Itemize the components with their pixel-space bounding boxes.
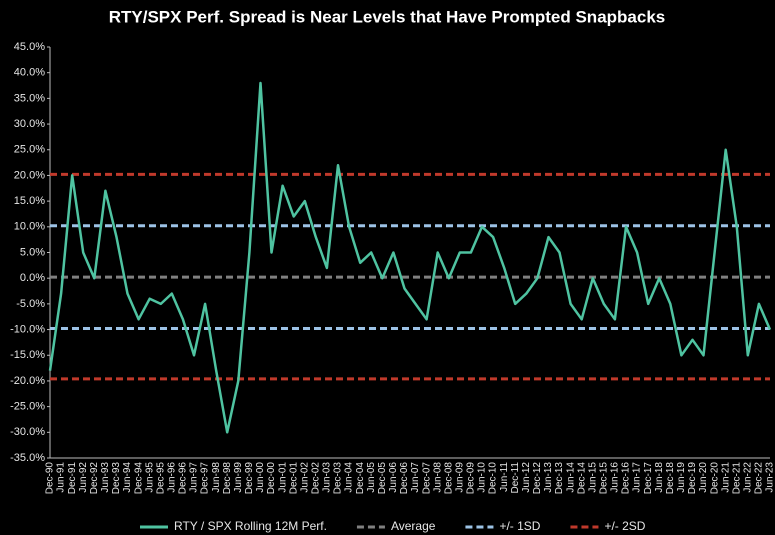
x-tick-label: Dec-12 [532,462,543,495]
x-tick-label: Jun-19 [676,462,687,493]
x-tick-label: Jun-08 [432,462,443,493]
x-tick-label: Dec-09 [466,462,477,495]
x-tick-label: Jun-21 [720,462,731,493]
x-tick-label: Dec-98 [222,462,233,495]
y-tick-label: 25.0% [14,144,45,156]
x-tick-label: Dec-02 [310,462,321,495]
x-tick-label: Dec-14 [576,462,587,495]
x-tick-label: Jun-92 [78,462,89,493]
x-tick-label: Dec-04 [355,462,366,495]
x-tick-label: Jun-07 [410,462,421,493]
x-tick-label: Dec-10 [488,462,499,495]
x-tick-label: Dec-22 [754,462,765,495]
y-tick-label: -15.0% [10,349,45,361]
x-tick-label: Dec-13 [554,462,565,495]
x-tick-label: Dec-99 [244,462,255,495]
x-tick-label: Dec-19 [687,462,698,495]
x-tick-label: Jun-97 [189,462,200,493]
x-tick-label: Dec-17 [643,462,654,495]
x-tick-label: Dec-20 [709,462,720,495]
y-tick-label: -5.0% [16,298,45,310]
y-tick-label: 15.0% [14,195,45,207]
x-tick-label: Jun-15 [587,462,598,493]
x-tick-label: Jun-20 [698,462,709,493]
x-tick-label: Jun-23 [765,462,775,493]
x-tick-label: Dec-96 [178,462,189,495]
y-tick-label: 30.0% [14,118,45,130]
x-tick-label: Dec-08 [443,462,454,495]
x-tick-label: Jun-09 [454,462,465,493]
y-tick-label: -10.0% [10,323,45,335]
x-tick-label: Dec-07 [421,462,432,495]
y-tick-label: 0.0% [20,272,45,284]
x-tick-label: Jun-13 [543,462,554,493]
x-tick-label: Dec-90 [45,462,56,495]
y-tick-label: -25.0% [10,401,45,413]
x-tick-label: Jun-22 [742,462,753,493]
x-tick-label: Dec-05 [377,462,388,495]
x-tick-label: Jun-99 [233,462,244,493]
y-tick-label: 20.0% [14,169,45,181]
x-tick-label: Jun-11 [499,462,510,492]
y-tick-label: 40.0% [14,67,45,79]
x-tick-label: Jun-02 [299,462,310,493]
y-tick-label: 45.0% [14,41,45,53]
legend-label: Average [391,519,436,533]
x-tick-label: Jun-18 [654,462,665,493]
x-tick-label: Jun-17 [632,462,643,493]
x-tick-label: Dec-03 [333,462,344,495]
x-tick-label: Jun-94 [122,462,133,493]
x-tick-label: Dec-91 [67,462,78,495]
x-tick-label: Dec-01 [288,462,299,495]
x-tick-label: Jun-14 [565,462,576,493]
legend-label: RTY / SPX Rolling 12M Perf. [174,519,327,533]
y-tick-label: -35.0% [10,452,45,464]
x-tick-label: Dec-15 [598,462,609,495]
x-tick-label: Dec-92 [89,462,100,495]
x-tick-label: Jun-10 [477,462,488,493]
x-tick-label: Dec-06 [399,462,410,495]
y-tick-label: -30.0% [10,426,45,438]
x-tick-label: Dec-11 [510,462,521,494]
x-tick-label: Jun-16 [610,462,621,493]
x-tick-label: Dec-18 [665,462,676,495]
legend-label: +/- 1SD [499,519,540,533]
x-tick-label: Jun-03 [322,462,333,493]
x-tick-label: Dec-93 [111,462,122,495]
x-tick-label: Jun-93 [100,462,111,493]
y-tick-label: 35.0% [14,92,45,104]
data-line [48,81,772,434]
x-tick-label: Jun-06 [388,462,399,493]
x-tick-label: Dec-94 [133,462,144,495]
y-tick-label: -20.0% [10,375,45,387]
x-tick-label: Dec-95 [155,462,166,495]
x-tick-label: Dec-97 [200,462,211,495]
x-tick-label: Dec-21 [731,462,742,495]
x-tick-label: Jun-96 [166,462,177,493]
y-tick-label: 10.0% [14,221,45,233]
x-tick-label: Dec-16 [621,462,632,495]
x-tick-label: Jun-05 [366,462,377,493]
chart-title: RTY/SPX Perf. Spread is Near Levels that… [109,7,665,26]
x-tick-label: Jun-98 [211,462,222,493]
x-tick-label: Jun-04 [344,462,355,493]
legend-label: +/- 2SD [604,519,645,533]
y-tick-label: 5.0% [20,246,45,258]
x-tick-label: Jun-95 [144,462,155,493]
x-tick-label: Jun-01 [277,462,288,493]
x-tick-label: Jun-91 [56,462,67,493]
x-tick-label: Jun-12 [521,462,532,493]
x-tick-label: Dec-00 [266,462,277,495]
x-tick-label: Jun-00 [255,462,266,493]
